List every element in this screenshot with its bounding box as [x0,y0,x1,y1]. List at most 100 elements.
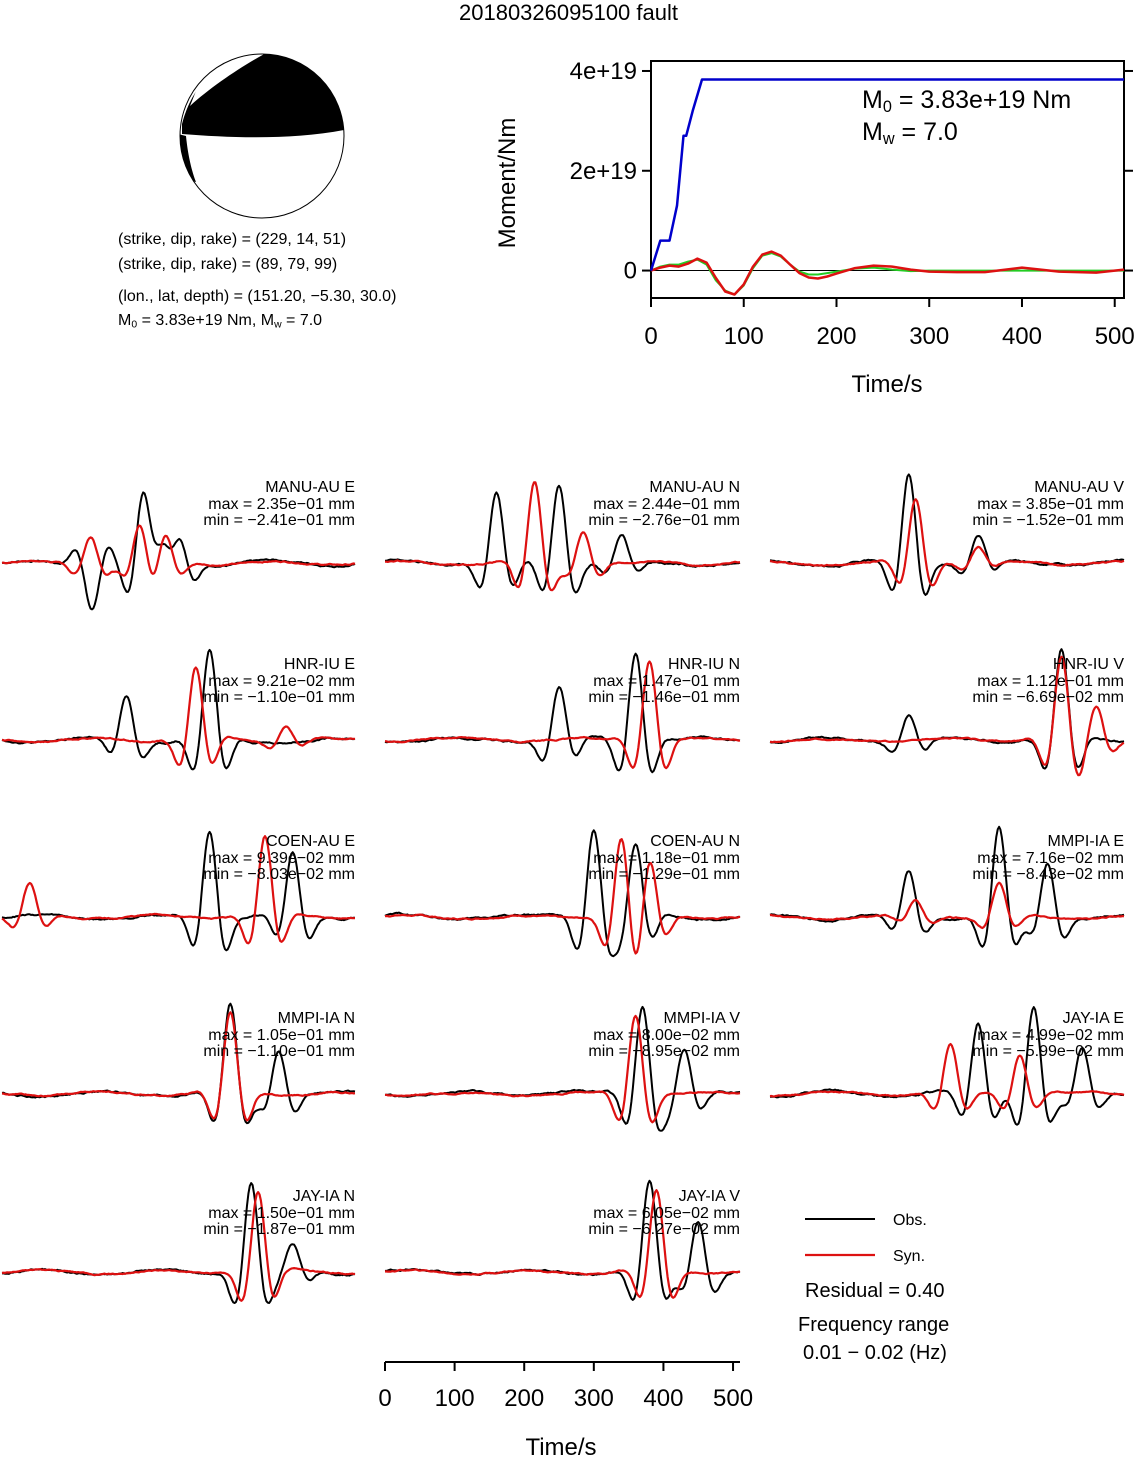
synthetic-waveform [384,838,741,955]
synthetic-waveform [1,666,356,766]
synthetic-waveform [384,1014,741,1124]
min-amplitude-label: min = −6.69e−02 mm [972,689,1124,706]
moment-x-tick-label: 200 [816,323,856,350]
moment-plot: 0 100 200 300 400 500 0 2e+19 4e+19 Time/s [570,58,1135,398]
min-amplitude-label: min = −8.95e−02 mm [588,1043,740,1060]
synthetic-waveform [384,660,741,770]
beachball-white-wedge [190,54,268,106]
beachball-sliver [180,134,196,182]
moment-x-tick-label: 0 [644,323,657,350]
max-amplitude-label: max = 1.50e−01 mm [208,1205,355,1222]
mechanism-line-1: (strike, dip, rake) = (229, 14, 51) [118,231,347,248]
observed-waveform [769,825,1125,948]
moment-y-tick-label: 4e+19 [570,58,637,85]
moment-mw-annotation: Mw = 7.0 [862,118,958,149]
station-label: COEN-AU N [650,833,740,850]
frequency-value: 0.01 − 0.02 (Hz) [803,1342,947,1364]
synthetic-waveform [769,498,1125,587]
station-label: JAY-IA E [1063,1010,1124,1027]
synthetic-waveform [770,655,1125,777]
max-amplitude-label: max = 2.35e−01 mm [208,496,355,513]
time-axis-tick-label: 0 [378,1385,391,1412]
max-amplitude-label: max = 4.99e−02 mm [977,1027,1124,1044]
synthetic-waveform [769,1042,1125,1110]
min-amplitude-label: min = −1.46e−01 mm [588,689,740,706]
moment-x-tick-label: 400 [1002,323,1042,350]
station-label: COEN-AU E [266,833,355,850]
moment-plot-frame [650,60,1125,299]
max-amplitude-label: max = 3.85e−01 mm [977,496,1124,513]
max-amplitude-label: max = 1.18e−01 mm [593,850,740,867]
moment-x-axis-label: Time/s [851,371,922,398]
cumulative-moment-line [649,78,1124,271]
min-amplitude-label: min = −8.03e−02 mm [203,866,355,883]
time-axis-tick-label: 400 [643,1385,683,1412]
time-axis-tick-label: 100 [435,1385,475,1412]
min-amplitude-label: min = −1.10e−01 mm [203,689,355,706]
station-label: MANU-AU V [1034,479,1124,496]
mechanism-line-3: (lon., lat, depth) = (151.20, −5.30, 30.… [118,288,397,305]
moment-m0-annotation: M0 = 3.83e+19 Nm [862,86,1072,117]
max-amplitude-label: max = 1.05e−01 mm [208,1027,355,1044]
station-label: HNR-IU N [668,656,740,673]
min-amplitude-label: min = −2.76e−01 mm [588,512,740,529]
station-label: JAY-IA N [293,1188,355,1205]
min-amplitude-label: min = −2.41e−01 mm [203,512,355,529]
moment-y-tick-label: 0 [624,258,637,285]
mechanism-moment: M0 = 3.83e+19 Nm, Mw = 7.0 [118,312,323,331]
legend-syn-label: Syn. [893,1248,926,1265]
synthetic-waveform [385,481,741,592]
legend-obs-label: Obs. [893,1212,927,1229]
station-label: HNR-IU V [1053,656,1124,673]
synthetic-waveform [1,1190,356,1302]
min-amplitude-label: min = −6.27e−02 mm [588,1221,740,1238]
time-axis-label: Time/s [525,1434,596,1458]
synthetic-waveform [1,835,355,945]
min-amplitude-label: min = −8.43e−02 mm [972,866,1124,883]
residual-text: Residual = 0.40 [805,1280,945,1302]
max-amplitude-label: max = 9.21e−02 mm [208,673,355,690]
moment-y-axis-label: Moment/Nm [494,117,521,249]
time-axis-tick-label: 500 [713,1385,753,1412]
synthetic-waveform [769,881,1125,930]
min-amplitude-label: min = −1.29e−01 mm [588,866,740,883]
moment-x-tick-label: 500 [1095,323,1135,350]
observed-waveform [769,1006,1125,1126]
moment-rate-red-line [650,250,1125,296]
min-amplitude-label: min = −5.99e−02 mm [972,1043,1124,1060]
station-label: MMPI-IA N [278,1010,355,1027]
waveform-time-axis: 0 100 200 300 400 500 Time/s [378,1361,753,1458]
legend [805,1218,875,1257]
station-label: JAY-IA V [679,1188,741,1205]
min-amplitude-label: min = −1.87e−01 mm [203,1221,355,1238]
synthetic-waveform [1,1011,356,1122]
max-amplitude-label: max = 8.00e−02 mm [593,1027,740,1044]
min-amplitude-label: min = −1.52e−01 mm [972,512,1124,529]
max-amplitude-label: max = 1.47e−01 mm [593,673,740,690]
station-label: HNR-IU E [284,656,355,673]
station-label: MANU-AU E [265,479,355,496]
station-label: MANU-AU N [649,479,740,496]
beachball-outline [179,53,345,219]
mechanism-line-2: (strike, dip, rake) = (89, 79, 99) [118,256,338,273]
moment-x-tick-label: 300 [909,323,949,350]
time-axis-tick-label: 200 [504,1385,544,1412]
figure-title: 20180326095100 fault [459,0,678,25]
beachball-icon [179,53,345,219]
max-amplitude-label: max = 2.44e−01 mm [593,496,740,513]
